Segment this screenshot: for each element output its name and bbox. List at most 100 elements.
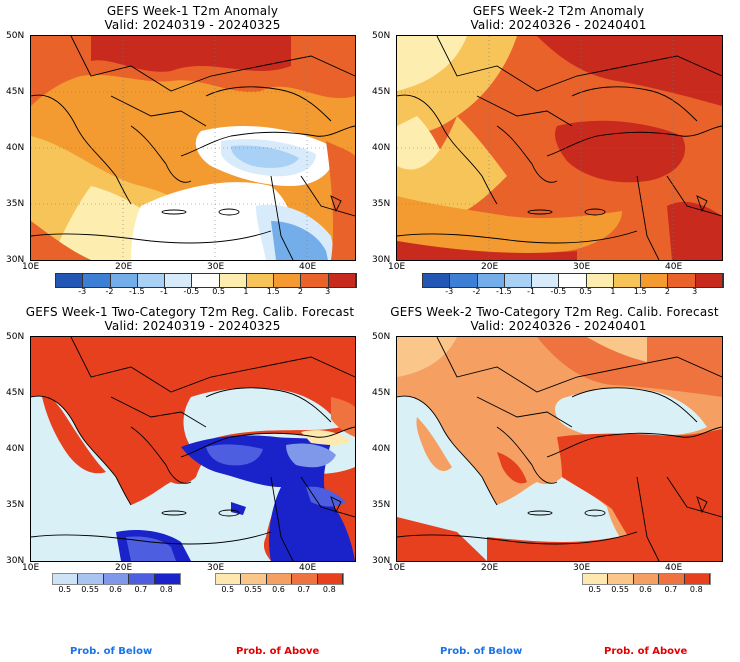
panel-subtitle: Valid: 20240319 - 20240325	[104, 18, 281, 32]
panel-title: GEFS Week-2 T2m Anomaly	[472, 4, 645, 18]
colorbar-tick-label: 1.5	[266, 287, 280, 296]
colorbar-swatch	[241, 574, 267, 584]
colorbar-swatch	[450, 274, 478, 287]
colorbar-tick-label: 2	[297, 287, 303, 296]
lon-label-40e: 40E	[665, 262, 683, 272]
colorbar-tick-label: -0.5	[183, 287, 200, 296]
colorbar-tick-label: 1.5	[633, 287, 647, 296]
colorbar-swatch	[423, 274, 451, 287]
colorbar-swatch	[684, 574, 710, 584]
panel-title: GEFS Week-1 Two-Category T2m Reg. Calib.…	[25, 305, 355, 319]
panel-title: GEFS Week-1 T2m Anomaly	[106, 4, 279, 18]
colorbar-tick-label: 0.7	[664, 585, 678, 594]
colorbar-swatch	[301, 274, 329, 287]
lat-label-35n: 35N	[6, 500, 25, 510]
colorbar-tick-label: 1	[243, 287, 249, 296]
lat-label-40n: 40N	[6, 143, 25, 153]
colorbar-tick-label: -1.5	[129, 287, 145, 296]
lon-label-30e: 30E	[207, 262, 225, 272]
lon-label-10e: 10E	[22, 563, 40, 573]
colorbar-tick-label: 0.55	[611, 585, 629, 594]
lat-label-45n: 45N	[372, 87, 391, 97]
colorbar-swatch	[192, 274, 220, 287]
panel-subtitle: Valid: 20240326 - 20240401	[470, 18, 647, 32]
anomaly-ticks-week1: -3 -2 -1.5 -1 -0.5 0.5 1 1.5 2 3	[55, 287, 355, 297]
colorbar-tick-label: -0.5	[550, 287, 567, 296]
lon-label-10e: 10E	[22, 262, 40, 272]
colorbar-swatch	[659, 574, 685, 584]
colorbar-tick-label: 3	[692, 287, 698, 296]
lon-label-40e: 40E	[665, 563, 683, 573]
colorbar-swatch	[668, 274, 696, 287]
lat-label-45n: 45N	[372, 388, 391, 398]
prob-above-label: Prob. of Above	[236, 646, 320, 657]
anomaly-colorbar-week2	[422, 273, 724, 288]
colorbar-swatch	[477, 274, 505, 287]
colorbar-swatch	[154, 574, 180, 584]
colorbar-tick-label: 0.8	[159, 585, 173, 594]
colorbar-swatch	[504, 274, 533, 287]
prob-below-label: Prob. of Below	[70, 646, 153, 657]
lon-label-30e: 30E	[207, 563, 225, 573]
lat-label-35n: 35N	[6, 199, 25, 209]
below-colorbar-week1	[52, 573, 181, 585]
above-ticks-week1: 0.5 0.55 0.6 0.7 0.8	[215, 585, 342, 595]
colorbar-swatch	[266, 574, 293, 584]
anomaly-colorbar-week1	[55, 273, 357, 288]
lon-label-40e: 40E	[299, 262, 317, 272]
colorbar-tick-label: 1	[610, 287, 616, 296]
lat-label-30n: 30N	[372, 255, 391, 265]
colorbar-swatch	[641, 274, 669, 287]
below-ticks-week1: 0.5 0.55 0.6 0.7 0.8	[52, 585, 179, 595]
above-colorbar-week1	[215, 573, 344, 585]
lat-label-30n: 30N	[6, 556, 25, 566]
lat-label-30n: 30N	[6, 255, 25, 265]
colorbar-swatch	[583, 574, 609, 584]
lat-label-35n: 35N	[372, 500, 391, 510]
colorbar-swatch	[317, 574, 343, 584]
colorbar-swatch	[608, 574, 634, 584]
lon-label-20e: 20E	[115, 563, 133, 573]
panel-subtitle: Valid: 20240326 - 20240401	[470, 319, 647, 333]
colorbar-tick-label: 0.7	[297, 585, 311, 594]
anomaly-ticks-week2: -3 -2 -1.5 -1 -0.5 0.5 1 1.5 2 3	[422, 287, 722, 297]
lon-label-10e: 10E	[388, 262, 406, 272]
colorbar-swatch	[274, 274, 302, 287]
colorbar-tick-label: 0.5	[579, 287, 592, 296]
colorbar-tick-label: -2	[105, 287, 114, 296]
colorbar-swatch	[78, 574, 104, 584]
colorbar-swatch	[129, 574, 155, 584]
colorbar-swatch	[586, 274, 614, 287]
colorbar-tick-label: -3	[445, 287, 454, 296]
colorbar-tick-label: -3	[78, 287, 87, 296]
colorbar-swatch	[56, 274, 84, 287]
lon-label-10e: 10E	[388, 563, 406, 573]
colorbar-tick-label: 0.6	[272, 585, 285, 594]
lat-label-50n: 50N	[372, 31, 391, 41]
prob-above-label: Prob. of Above	[604, 646, 688, 657]
map-week1-probability	[30, 336, 356, 562]
above-ticks-week2: 0.5 0.55 0.6 0.7 0.8	[582, 585, 709, 595]
colorbar-swatch	[633, 574, 660, 584]
colorbar-swatch	[219, 274, 247, 287]
colorbar-swatch	[613, 274, 642, 287]
colorbar-tick-label: 3	[325, 287, 331, 296]
colorbar-swatch	[110, 274, 138, 287]
lat-label-45n: 45N	[6, 388, 25, 398]
colorbar-tick-label: 0.55	[244, 585, 262, 594]
colorbar-swatch	[246, 274, 275, 287]
colorbar-tick-label: 0.55	[81, 585, 99, 594]
colorbar-swatch	[165, 274, 193, 287]
lat-label-40n: 40N	[372, 444, 391, 454]
prob-below-label: Prob. of Below	[440, 646, 523, 657]
lon-label-20e: 20E	[481, 262, 499, 272]
colorbar-swatch	[137, 274, 166, 287]
panel-subtitle: Valid: 20240319 - 20240325	[104, 319, 281, 333]
lat-label-45n: 45N	[6, 87, 25, 97]
colorbar-tick-label: 0.6	[109, 585, 122, 594]
colorbar-tick-label: 0.6	[639, 585, 652, 594]
colorbar-tick-label: 0.5	[221, 585, 235, 594]
colorbar-tick-label: 0.5	[58, 585, 72, 594]
colorbar-swatch	[559, 274, 587, 287]
colorbar-swatch	[216, 574, 242, 584]
